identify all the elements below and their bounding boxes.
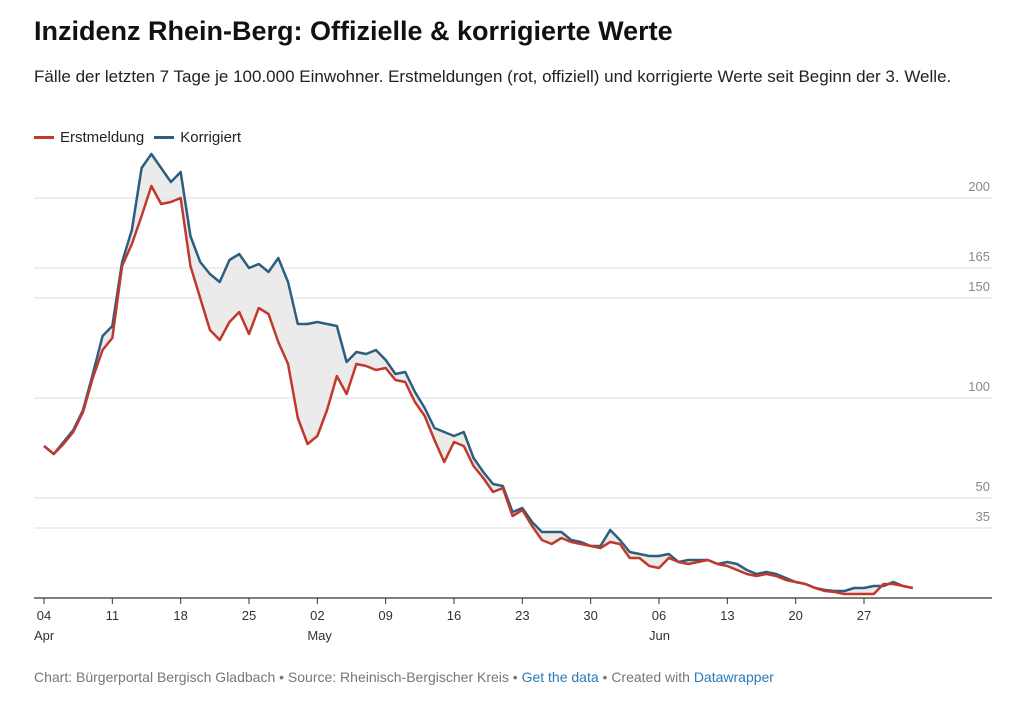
x-tick-label: 06 [652, 608, 666, 623]
datawrapper-link[interactable]: Datawrapper [693, 669, 774, 685]
series-line [43, 152, 914, 593]
x-tick-label: 27 [857, 608, 871, 623]
x-tick-label: 18 [173, 608, 187, 623]
chart-subtitle: Fälle der letzten 7 Tage je 100.000 Einw… [34, 67, 952, 86]
y-tick-label: 100 [968, 379, 990, 394]
y-tick-label: 165 [968, 249, 990, 264]
footer: Chart: Bürgerportal Bergisch Gladbach • … [34, 669, 774, 685]
legend-item: Erstmeldung [34, 129, 144, 146]
x-tick-label: 04 [37, 608, 51, 623]
x-month-label: May [307, 628, 332, 643]
data-link[interactable]: Get the data [521, 669, 599, 685]
x-tick-label: 25 [242, 608, 256, 623]
legend-label: Korrigiert [180, 129, 242, 146]
credit: • Created with [602, 669, 690, 685]
credit: Chart: Bürgerportal Bergisch Gladbach • … [34, 669, 518, 685]
x-tick-label: 02 [310, 608, 324, 623]
legend-swatch [34, 136, 54, 139]
x-tick-label: 09 [378, 608, 392, 623]
x-tick-label: 16 [447, 608, 461, 623]
y-tick-label: 35 [976, 509, 990, 524]
x-tick-label: 13 [720, 608, 734, 623]
legend-label: Erstmeldung [60, 129, 145, 146]
y-tick-label: 150 [968, 279, 990, 294]
chart-title: Inzidenz Rhein-Berg: Offizielle & korrig… [34, 16, 673, 46]
legend: Erstmeldung Korrigiert [34, 129, 241, 146]
x-tick-label: 11 [106, 608, 120, 623]
y-tick-label: 50 [976, 479, 990, 494]
legend-swatch [154, 136, 175, 139]
x-tick-label: 20 [788, 608, 802, 623]
y-tick-label: 200 [968, 179, 990, 194]
x-month-label: Apr [34, 628, 55, 643]
legend-item: Korrigiert [154, 129, 241, 146]
series-line [43, 184, 914, 596]
x-month-label: Jun [649, 628, 670, 643]
x-tick-label: 30 [583, 608, 597, 623]
x-tick-label: 23 [515, 608, 529, 623]
